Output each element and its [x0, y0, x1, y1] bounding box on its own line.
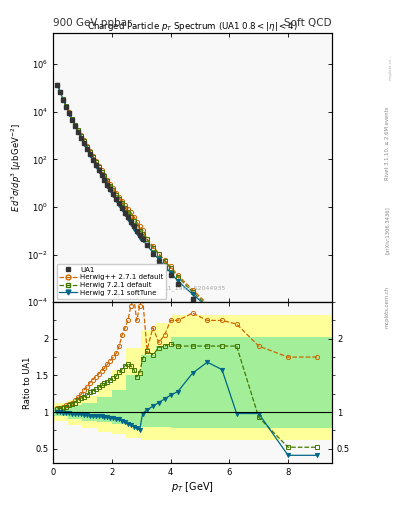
Text: [arXiv:1306.3436]: [arXiv:1306.3436]: [385, 206, 390, 254]
Text: Soft QCD: Soft QCD: [285, 17, 332, 28]
Text: Rivet 3.1.10, ≥ 2.6M events: Rivet 3.1.10, ≥ 2.6M events: [385, 106, 390, 180]
Text: mcplots.ce...: mcplots.ce...: [388, 53, 392, 80]
Y-axis label: $E\,d^3\sigma/dp^3$ [$\mu$b$\,$GeV$^{-2}$]: $E\,d^3\sigma/dp^3$ [$\mu$b$\,$GeV$^{-2}…: [10, 123, 24, 212]
Text: mcplots.cern.ch: mcplots.cern.ch: [385, 286, 390, 328]
Text: UA1_1990_S2044935: UA1_1990_S2044935: [160, 286, 226, 291]
Text: 900 GeV ppbar: 900 GeV ppbar: [53, 17, 131, 28]
Y-axis label: Ratio to UA1: Ratio to UA1: [23, 356, 32, 409]
X-axis label: $p_T$ [GeV]: $p_T$ [GeV]: [171, 480, 214, 494]
Title: Charged Particle $p_T$ Spectrum (UA1 $0.8 < |\eta| < 4$): Charged Particle $p_T$ Spectrum (UA1 $0.…: [87, 20, 298, 33]
Legend: UA1, Herwig++ 2.7.1 default, Herwig 7.2.1 default, Herwig 7.2.1 softTune: UA1, Herwig++ 2.7.1 default, Herwig 7.2.…: [57, 264, 166, 298]
